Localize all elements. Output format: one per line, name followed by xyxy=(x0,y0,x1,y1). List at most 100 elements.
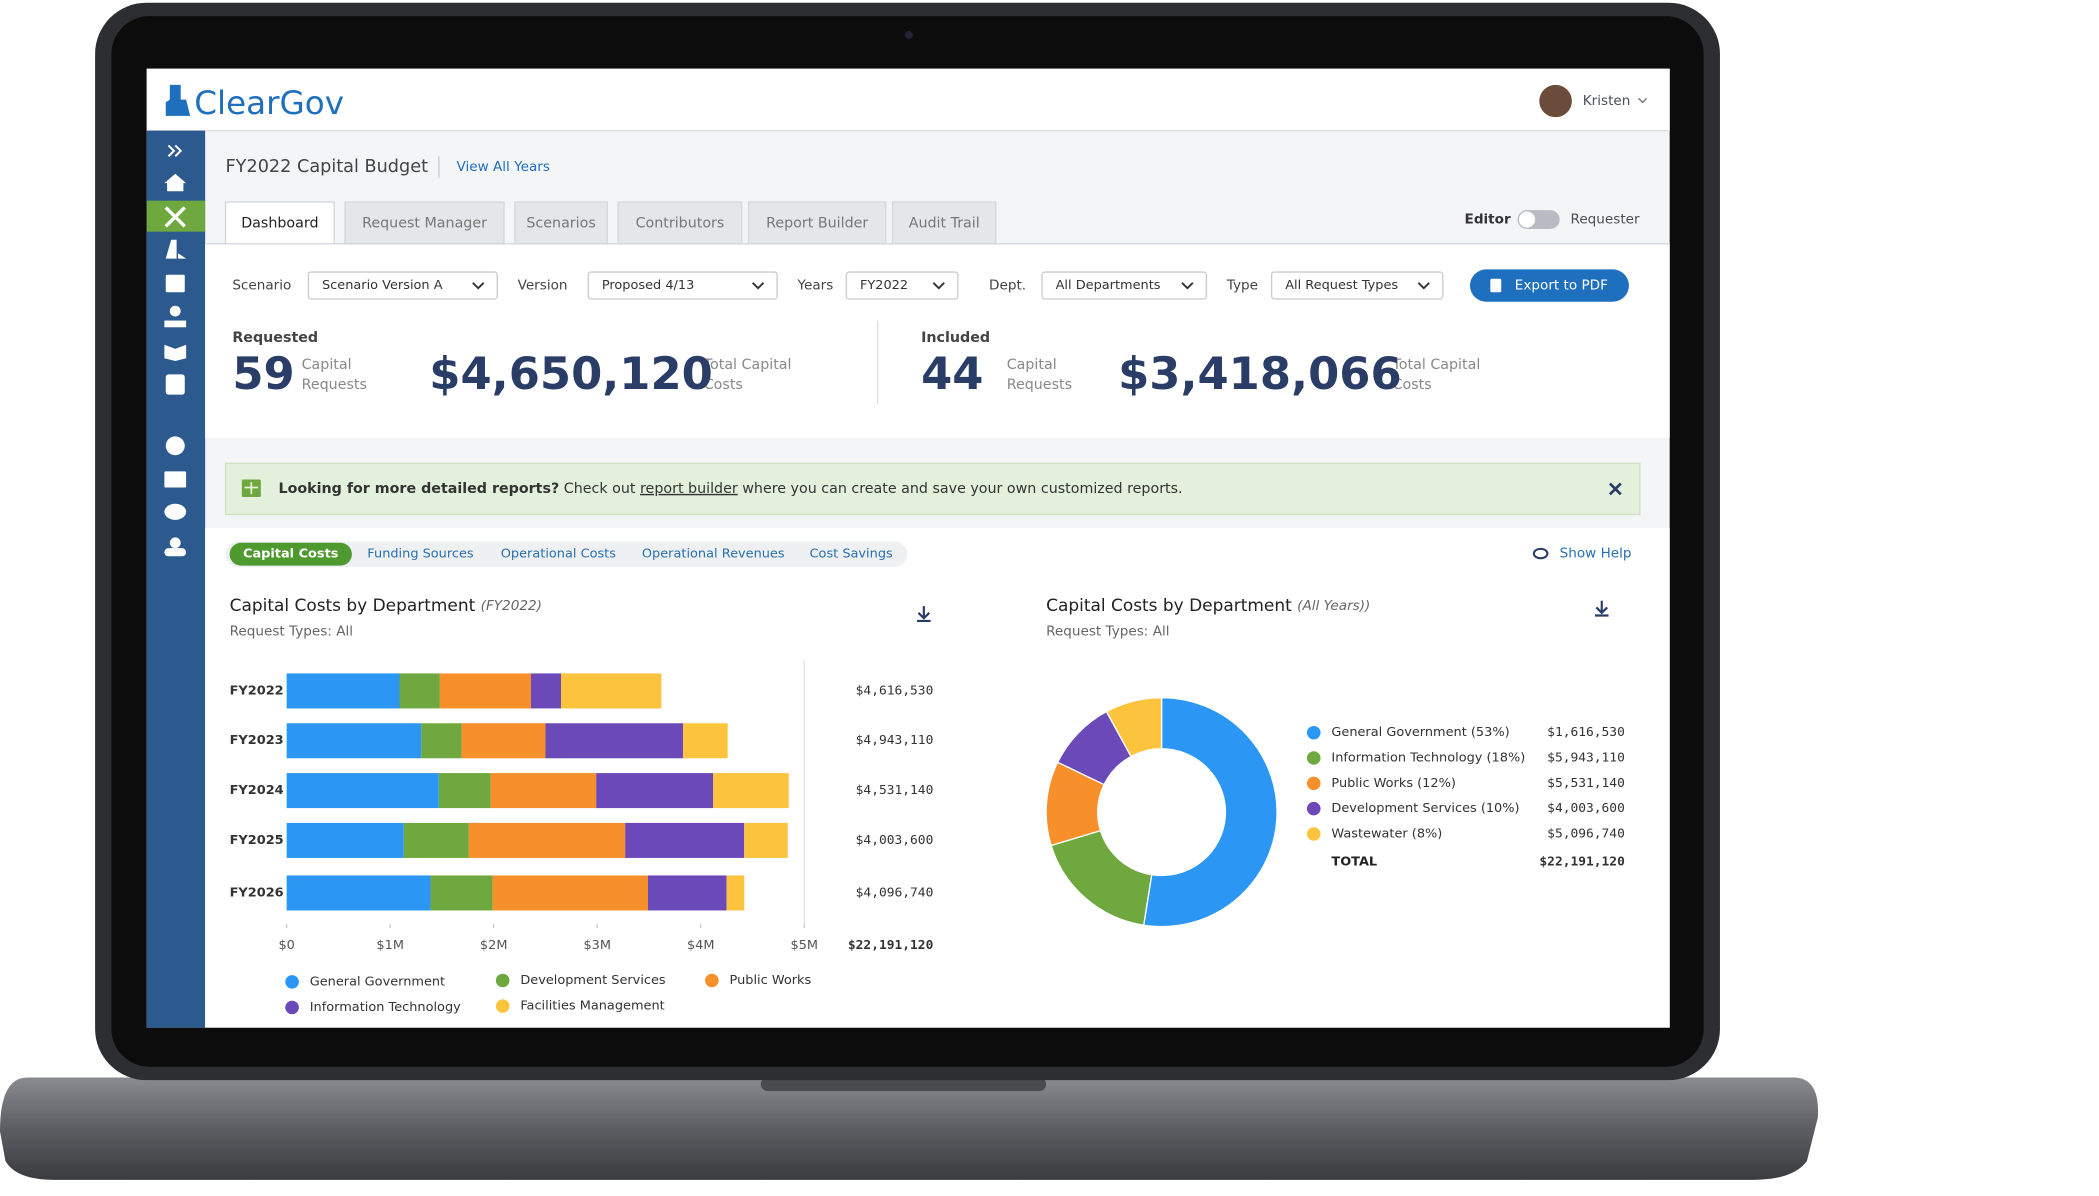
filter-label: Scenario xyxy=(232,278,291,294)
filter-chevron xyxy=(751,282,765,290)
bar-segment xyxy=(286,875,431,911)
summary: Requested 59 Capital Total Capital Requests C… xyxy=(232,330,1480,400)
summary-amount-label: Total Capital xyxy=(703,357,792,373)
donut-download[interactable] xyxy=(1594,600,1609,617)
monitor-icon[interactable] xyxy=(164,471,187,488)
bar-segment xyxy=(430,875,493,911)
subtab[interactable]: Operational Revenues xyxy=(642,547,785,562)
filter-select[interactable] xyxy=(587,271,778,300)
tabs: Dashboard Request Manager Scenarios Contrib… xyxy=(224,201,997,246)
legend-label: General Government xyxy=(310,974,445,989)
user-chevron xyxy=(1637,97,1648,104)
bar-segment xyxy=(530,673,561,709)
chat-icon[interactable] xyxy=(164,503,187,520)
bar-segment xyxy=(439,673,531,709)
tab-label[interactable]: Dashboard xyxy=(241,216,318,232)
tab[interactable] xyxy=(514,201,608,245)
team-icon[interactable] xyxy=(169,537,181,549)
bar-segment xyxy=(625,822,745,858)
search-doc-icon[interactable] xyxy=(165,374,185,395)
banner-bold: Looking for more detailed reports? xyxy=(279,481,560,497)
x-tick-label: $1M xyxy=(376,938,404,953)
mode-editor: Editor xyxy=(1465,212,1511,228)
export-button[interactable] xyxy=(1469,269,1629,302)
legend-label: Development Services xyxy=(520,973,666,988)
org-icon-base[interactable] xyxy=(164,320,187,328)
home-icon[interactable] xyxy=(164,173,187,192)
clipboard-icon[interactable] xyxy=(165,274,185,293)
tab-label[interactable]: Report Builder xyxy=(766,216,868,232)
legend-label: Public Works xyxy=(730,973,812,988)
bar-download[interactable] xyxy=(917,606,931,622)
filter-select[interactable] xyxy=(1270,271,1444,300)
subtab-active[interactable] xyxy=(229,542,352,566)
view-all-years[interactable]: View All Years xyxy=(456,159,549,175)
legend-label: Public Works (12%) xyxy=(1331,776,1456,791)
book-icon[interactable] xyxy=(164,344,187,361)
filter-select[interactable] xyxy=(1041,271,1208,300)
bar-segment xyxy=(286,723,422,759)
filter-value[interactable]: Scenario Version A xyxy=(322,278,443,293)
tools-icon[interactable] xyxy=(164,206,186,228)
subtab[interactable]: Operational Costs xyxy=(501,547,616,562)
filters: Scenario Scenario Version A Version Propose… xyxy=(232,271,1444,300)
filter-value[interactable]: All Departments xyxy=(1056,278,1161,293)
legend-label: Information Technology xyxy=(310,1000,461,1015)
sidebar xyxy=(146,130,206,1028)
legend-label: Information Technology (18%) xyxy=(1331,751,1525,766)
tab-label[interactable]: Request Manager xyxy=(362,216,487,232)
team-icon-base[interactable] xyxy=(164,548,187,557)
expand-icon[interactable] xyxy=(167,144,183,157)
bar-segment xyxy=(492,875,648,911)
subtab[interactable]: Capital Costs xyxy=(243,547,339,562)
bar-segment xyxy=(596,773,714,809)
filter-chevron xyxy=(932,282,945,290)
avatar[interactable] xyxy=(1539,84,1572,118)
bar-segment xyxy=(726,875,745,911)
row-total: $4,096,740 xyxy=(856,885,934,900)
bar-segment xyxy=(683,723,728,759)
legend-dot xyxy=(285,975,299,989)
summary-count-label: Capital xyxy=(1007,357,1057,373)
banner-close[interactable] xyxy=(1608,482,1622,496)
filter-select[interactable] xyxy=(845,271,959,300)
banner-link[interactable]: report builder xyxy=(640,481,738,497)
subtab[interactable]: Cost Savings xyxy=(810,547,893,562)
bar-title-note: (FY2022) xyxy=(481,598,542,614)
bar-title-main: Capital Costs by Department xyxy=(230,595,476,615)
tab-label[interactable]: Contributors xyxy=(636,216,725,232)
legend-label: Development Services (10%) xyxy=(1331,801,1519,816)
org-icon[interactable] xyxy=(169,305,181,317)
donut-slice xyxy=(1105,696,1163,758)
x-tick-label: $4M xyxy=(687,938,715,953)
tab[interactable] xyxy=(891,201,997,245)
category-label: FY2024 xyxy=(230,783,284,798)
subtab[interactable]: Funding Sources xyxy=(367,547,474,562)
row-total: $4,616,530 xyxy=(856,683,934,698)
database-icon[interactable] xyxy=(165,436,185,456)
export-label[interactable]: Export to PDF xyxy=(1515,278,1608,294)
category-label: FY2025 xyxy=(230,833,284,848)
summary-count-label: Requests xyxy=(1007,377,1072,393)
bar-segment xyxy=(461,723,546,759)
show-help[interactable]: Show Help xyxy=(1560,546,1632,562)
user-name[interactable]: Kristen xyxy=(1583,93,1631,109)
x-tick-label: $3M xyxy=(583,938,611,953)
bar-segment xyxy=(421,723,462,759)
filter-select[interactable] xyxy=(307,271,498,300)
filter-value[interactable]: All Request Types xyxy=(1285,278,1398,293)
tab-label[interactable]: Scenarios xyxy=(526,216,595,232)
x-tick-label: $0 xyxy=(278,938,294,953)
bar-segment xyxy=(286,773,439,809)
row-total: $4,003,600 xyxy=(856,833,934,848)
filter-value[interactable]: Proposed 4/13 xyxy=(602,278,694,293)
legend-amount: $5,096,740 xyxy=(1547,827,1625,842)
tab-label[interactable]: Audit Trail xyxy=(909,216,980,232)
filter-chevron xyxy=(1181,282,1194,290)
page-title: FY2022 Capital Budget xyxy=(226,157,429,177)
filter-value[interactable]: FY2022 xyxy=(860,278,908,293)
worker-icon[interactable] xyxy=(165,239,187,259)
legend-amount: $4,003,600 xyxy=(1547,801,1625,816)
bar-segment xyxy=(286,822,404,858)
tab[interactable] xyxy=(617,201,743,245)
